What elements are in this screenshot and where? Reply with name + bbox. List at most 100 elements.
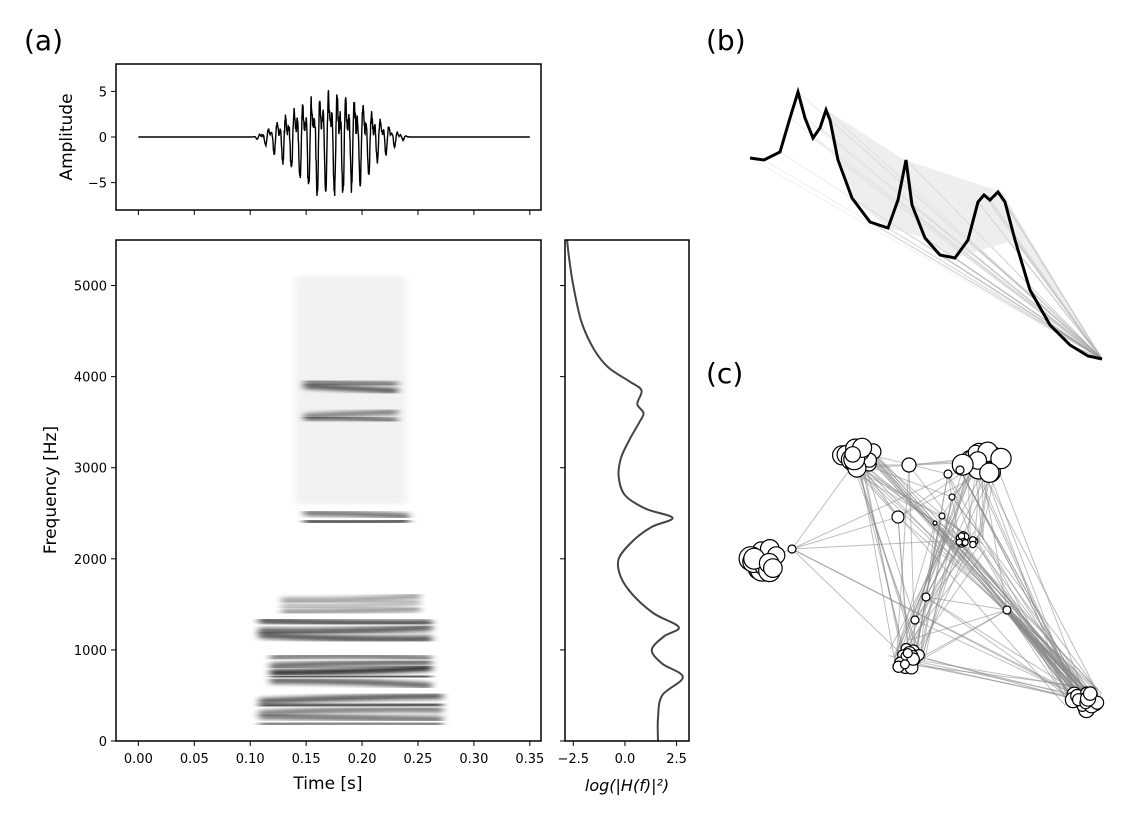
spectrogram-band-streak bbox=[303, 517, 410, 525]
network-node bbox=[969, 540, 977, 549]
network-node bbox=[902, 647, 913, 659]
tube-profile-plot bbox=[749, 86, 1103, 361]
network-node bbox=[990, 447, 1012, 470]
waveform-signal-path bbox=[138, 90, 530, 197]
network-edge bbox=[1007, 609, 1087, 697]
network-edge bbox=[1006, 609, 1075, 702]
spectrogram-x-tick-label: 0.00 bbox=[124, 752, 153, 767]
spectrogram-y-tick-label: 4000 bbox=[74, 371, 107, 386]
network-edge bbox=[979, 465, 1097, 690]
network-edge bbox=[896, 464, 910, 654]
network-edge bbox=[897, 516, 910, 658]
network-edge bbox=[1005, 609, 1086, 702]
network-hub-node bbox=[948, 493, 956, 501]
network-edge bbox=[941, 515, 1095, 706]
network-edge bbox=[918, 496, 953, 661]
spectrogram-band-streak bbox=[258, 706, 444, 717]
network-hub-node bbox=[932, 520, 938, 526]
network-edge bbox=[791, 548, 1095, 705]
tube-sweep-line bbox=[749, 157, 1103, 360]
network-edge bbox=[993, 458, 1091, 708]
network-hub-node bbox=[1002, 605, 1012, 615]
network-edge bbox=[862, 462, 906, 668]
network-edge bbox=[914, 619, 1074, 695]
filter-response-x-ticks: −2.5 0.0 2.5 bbox=[557, 741, 687, 767]
spectrogram-x-tick-label: 0.20 bbox=[348, 752, 377, 767]
spectrogram-x-tick-label: 0.10 bbox=[236, 752, 265, 767]
filter-response-x-tick-label: −2.5 bbox=[557, 752, 589, 767]
tube-sweep-line bbox=[887, 227, 1103, 360]
spectrogram-band-streak bbox=[258, 701, 444, 709]
network-edge bbox=[865, 447, 969, 538]
network-edge bbox=[894, 522, 936, 661]
filter-response-line bbox=[566, 239, 684, 742]
spectrogram-x-ticks: 0.00 0.05 0.10 0.15 0.20 0.25 0.30 0.35 bbox=[124, 741, 544, 767]
network-edge bbox=[959, 469, 1077, 693]
spectrogram-x-tick-label: 0.15 bbox=[292, 752, 321, 767]
network-hub-node bbox=[955, 465, 965, 475]
filter-response-x-tick-label: 2.5 bbox=[666, 752, 687, 767]
spectrogram-x-tick-label: 0.30 bbox=[459, 752, 488, 767]
waveform-plot: 5 0 −5 Amplitude bbox=[57, 63, 542, 215]
spectrogram-x-axis-label: Time [s] bbox=[292, 774, 362, 794]
spectrogram-band-streak bbox=[258, 720, 444, 728]
waveform-y-ticks: 5 0 −5 bbox=[88, 85, 116, 192]
network-edge bbox=[1008, 609, 1096, 699]
spectrogram-band-streak bbox=[269, 673, 433, 680]
spectrogram-plot: 0.00 0.05 0.10 0.15 0.20 0.25 0.30 0.35 0 1000 20… bbox=[41, 239, 544, 794]
network-hub-node bbox=[891, 510, 905, 524]
spectrogram-haze bbox=[294, 276, 407, 505]
spectrogram-y-tick-label: 0 bbox=[99, 735, 107, 750]
network-nodes bbox=[738, 437, 1105, 719]
network-edge bbox=[914, 541, 964, 621]
spectrogram-band-streak bbox=[269, 677, 433, 689]
network-hub-node bbox=[921, 592, 931, 602]
tube-shade bbox=[798, 92, 1102, 359]
spectrogram-band-streak bbox=[258, 693, 444, 704]
network-node bbox=[763, 558, 783, 578]
network-edge bbox=[857, 464, 907, 658]
tube-sweep-lines bbox=[749, 91, 1103, 360]
network-edge bbox=[791, 462, 855, 550]
network-edge bbox=[791, 548, 913, 665]
network-edge bbox=[1006, 609, 1082, 694]
spectrogram-y-ticks: 0 1000 2000 3000 4000 5000 bbox=[74, 280, 116, 750]
network-edge bbox=[791, 539, 964, 550]
tube-sweep-line bbox=[1049, 324, 1103, 360]
tube-sweep-line bbox=[954, 257, 1103, 360]
network-graph bbox=[738, 437, 1105, 719]
waveform-x-ticks bbox=[137, 210, 531, 215]
panel-label-c: (c) bbox=[706, 357, 743, 390]
network-node bbox=[1082, 686, 1098, 701]
tube-sweep-line bbox=[869, 221, 1103, 360]
network-edge bbox=[862, 459, 916, 621]
network-edge bbox=[908, 609, 1008, 641]
network-node bbox=[961, 538, 969, 547]
spectrogram-y-axis-label: Frequency [Hz] bbox=[41, 426, 61, 554]
spectrogram-x-tick-label: 0.05 bbox=[180, 752, 209, 767]
network-hub-node bbox=[787, 544, 797, 554]
network-hub-node bbox=[910, 615, 920, 625]
spectrogram-band-streak bbox=[258, 713, 444, 723]
network-edge bbox=[908, 464, 917, 665]
filter-response-plot: −2.5 0.0 2.5 log(|H(f)|²) bbox=[557, 239, 690, 795]
waveform-y-axis-label: Amplitude bbox=[57, 93, 77, 180]
network-edge bbox=[934, 522, 1097, 697]
spectrogram-band-streak bbox=[257, 624, 433, 635]
filter-response-frame bbox=[564, 239, 690, 742]
spectrogram-band-streak bbox=[257, 617, 433, 627]
filter-response-x-tick-label: 0.0 bbox=[615, 752, 636, 767]
network-edge bbox=[951, 496, 983, 538]
filter-response-x-axis-label: log(|H(f)|²) bbox=[585, 776, 669, 795]
network-hub-node bbox=[943, 469, 953, 479]
waveform-y-tick-label: 0 bbox=[99, 131, 107, 146]
spectrogram-x-tick-label: 0.25 bbox=[403, 752, 432, 767]
spectrogram-band-streak bbox=[281, 593, 421, 604]
panel-label-a: (a) bbox=[24, 24, 63, 57]
waveform-y-tick-label: −5 bbox=[88, 177, 107, 192]
spectrogram-y-tick-label: 5000 bbox=[74, 280, 107, 295]
spectrogram-y-tick-label: 1000 bbox=[74, 644, 107, 659]
network-node bbox=[844, 446, 861, 463]
network-edge bbox=[897, 516, 1008, 611]
